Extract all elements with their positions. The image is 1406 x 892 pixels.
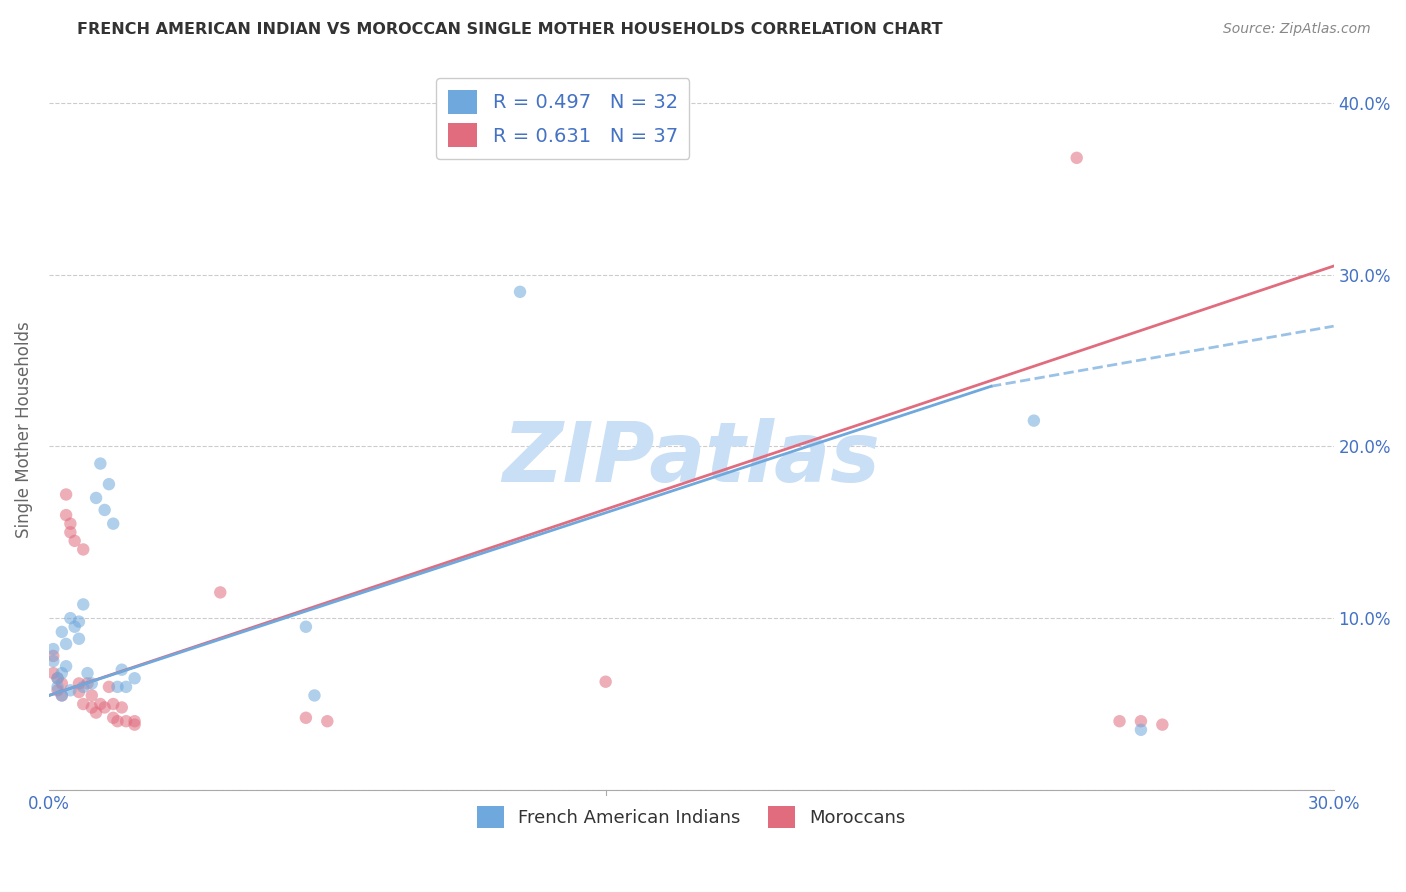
Text: FRENCH AMERICAN INDIAN VS MOROCCAN SINGLE MOTHER HOUSEHOLDS CORRELATION CHART: FRENCH AMERICAN INDIAN VS MOROCCAN SINGL… — [77, 22, 943, 37]
Point — [59, 525, 82, 540]
Point — [80, 700, 103, 714]
Point — [46, 671, 69, 685]
Point — [1152, 717, 1174, 731]
Point — [67, 685, 90, 699]
Point — [89, 457, 111, 471]
Point — [1066, 151, 1088, 165]
Point — [1129, 714, 1152, 729]
Point — [51, 689, 73, 703]
Point — [51, 689, 73, 703]
Point — [55, 637, 77, 651]
Point — [595, 674, 617, 689]
Point — [124, 671, 146, 685]
Point — [51, 666, 73, 681]
Y-axis label: Single Mother Households: Single Mother Households — [15, 321, 32, 538]
Point — [103, 516, 125, 531]
Point — [59, 516, 82, 531]
Point — [1108, 714, 1130, 729]
Point — [80, 689, 103, 703]
Point — [67, 632, 90, 646]
Point — [59, 611, 82, 625]
Point — [63, 620, 86, 634]
Point — [42, 648, 65, 663]
Point — [107, 714, 129, 729]
Point — [209, 585, 232, 599]
Point — [63, 533, 86, 548]
Point — [295, 620, 318, 634]
Point — [51, 676, 73, 690]
Point — [72, 598, 94, 612]
Point — [103, 711, 125, 725]
Point — [72, 542, 94, 557]
Legend: French American Indians, Moroccans: French American Indians, Moroccans — [470, 798, 912, 835]
Point — [1129, 723, 1152, 737]
Point — [304, 689, 326, 703]
Point — [115, 680, 138, 694]
Point — [55, 659, 77, 673]
Point — [76, 676, 98, 690]
Point — [51, 624, 73, 639]
Point — [84, 491, 107, 505]
Point — [295, 711, 318, 725]
Point — [59, 683, 82, 698]
Point — [124, 717, 146, 731]
Point — [509, 285, 531, 299]
Point — [55, 487, 77, 501]
Point — [316, 714, 339, 729]
Point — [76, 666, 98, 681]
Point — [97, 680, 120, 694]
Point — [111, 700, 134, 714]
Point — [107, 680, 129, 694]
Point — [46, 683, 69, 698]
Point — [42, 654, 65, 668]
Text: ZIPatlas: ZIPatlas — [502, 417, 880, 499]
Point — [55, 508, 77, 522]
Point — [46, 680, 69, 694]
Point — [89, 697, 111, 711]
Point — [72, 697, 94, 711]
Point — [42, 642, 65, 657]
Point — [115, 714, 138, 729]
Point — [67, 676, 90, 690]
Point — [93, 700, 115, 714]
Point — [84, 706, 107, 720]
Text: Source: ZipAtlas.com: Source: ZipAtlas.com — [1223, 22, 1371, 37]
Point — [42, 666, 65, 681]
Point — [80, 676, 103, 690]
Point — [97, 477, 120, 491]
Point — [111, 663, 134, 677]
Point — [124, 714, 146, 729]
Point — [67, 615, 90, 629]
Point — [93, 503, 115, 517]
Point — [1022, 414, 1045, 428]
Point — [72, 680, 94, 694]
Point — [46, 671, 69, 685]
Point — [103, 697, 125, 711]
